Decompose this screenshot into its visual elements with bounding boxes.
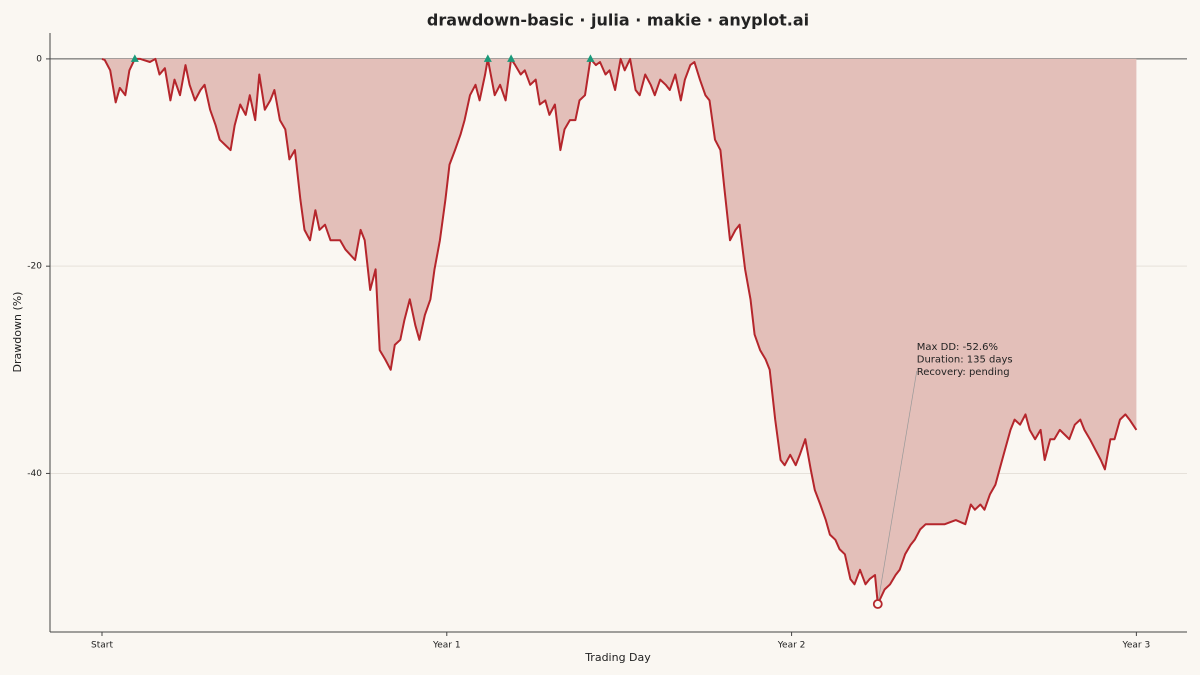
annotation-text: Recovery: pending bbox=[917, 367, 1010, 378]
x-tick-label: Start bbox=[91, 641, 113, 651]
x-tick-label: Year 3 bbox=[1122, 641, 1151, 651]
x-tick-label: Year 2 bbox=[777, 641, 806, 651]
annotation-text: Duration: 135 days bbox=[917, 355, 1013, 366]
y-axis-label: Drawdown (%) bbox=[11, 292, 24, 373]
recovery-marker bbox=[507, 54, 516, 62]
y-tick-label: -40 bbox=[27, 469, 42, 479]
recovery-marker bbox=[130, 54, 139, 62]
recovery-marker bbox=[483, 54, 492, 62]
drawdown-line bbox=[101, 57, 1138, 605]
max-drawdown-marker bbox=[872, 599, 883, 609]
y-tick-label: 0 bbox=[36, 54, 42, 64]
recovery-marker bbox=[586, 54, 595, 62]
y-tick-label: -20 bbox=[27, 262, 42, 272]
drawdown-area bbox=[102, 58, 1137, 604]
annotation-text: Max DD: -52.6% bbox=[917, 342, 998, 353]
x-axis-label: Trading Day bbox=[584, 651, 651, 664]
chart-title: drawdown-basic · julia · makie · anyplot… bbox=[427, 11, 809, 30]
annotation-connector bbox=[877, 370, 918, 605]
x-tick-label: Year 1 bbox=[432, 641, 461, 651]
